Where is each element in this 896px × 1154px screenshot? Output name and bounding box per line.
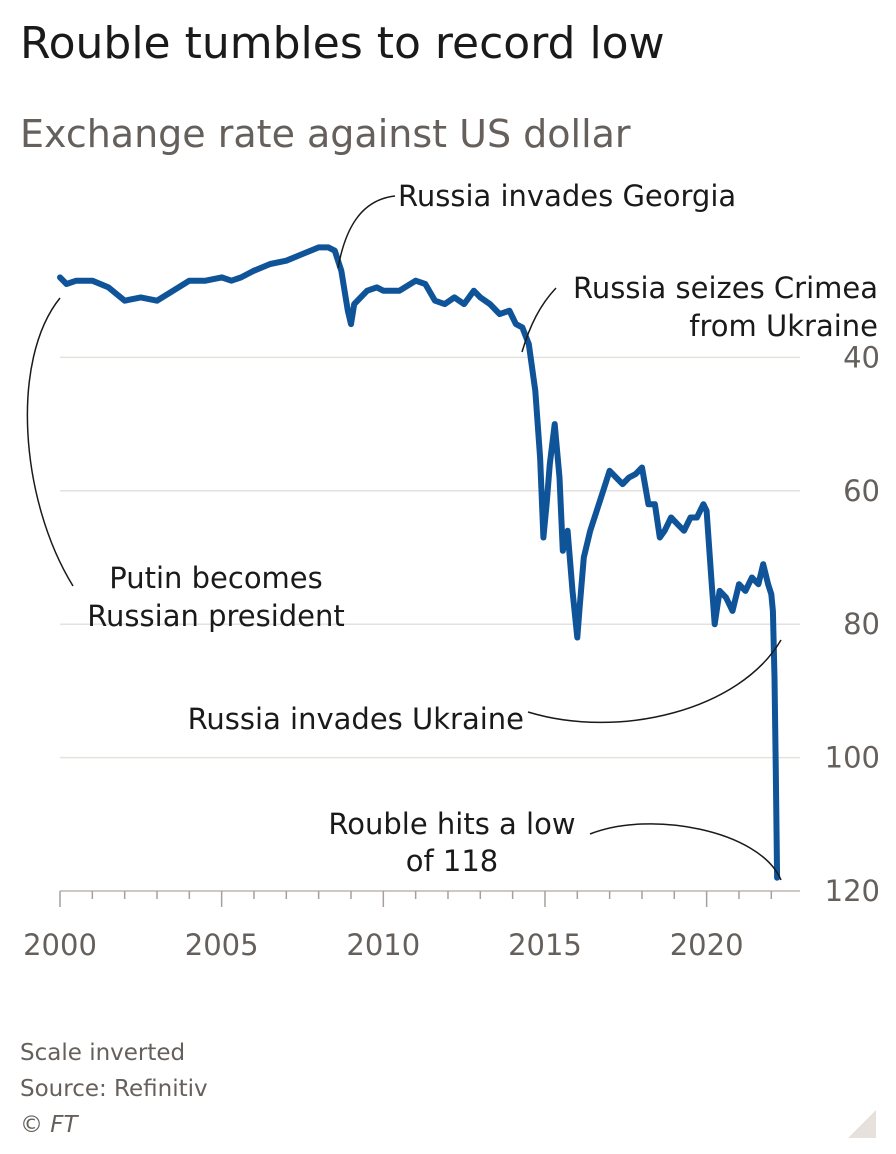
x-tick-label: 2000 bbox=[23, 928, 97, 962]
leader-ukraine bbox=[527, 639, 782, 724]
y-tick-label: 100 bbox=[825, 741, 880, 775]
chart-subtitle: Exchange rate against US dollar bbox=[20, 112, 631, 156]
annotation-putin: Putin becomes bbox=[109, 561, 323, 595]
scale-note: Scale inverted bbox=[20, 1040, 186, 1066]
y-tick-label: 80 bbox=[843, 607, 880, 641]
annotation-low: Rouble hits a low bbox=[328, 807, 575, 841]
ft-credit: © FT bbox=[20, 1112, 78, 1138]
annotation-crimea: Russia seizes Crimea bbox=[573, 271, 878, 305]
annotation-low: of 118 bbox=[406, 844, 499, 878]
annotation-crimea: from Ukraine bbox=[689, 309, 878, 343]
leader-crimea bbox=[521, 287, 557, 353]
leader-putin bbox=[26, 297, 74, 587]
y-tick-label: 60 bbox=[843, 474, 880, 508]
annotation-putin: Russian president bbox=[87, 599, 345, 633]
x-tick-label: 2020 bbox=[670, 928, 744, 962]
series-line bbox=[57, 244, 781, 881]
x-tick-label: 2015 bbox=[508, 928, 582, 962]
x-tick-label: 2010 bbox=[346, 928, 420, 962]
chart-title: Rouble tumbles to record low bbox=[20, 18, 665, 69]
annotation-georgia: Russia invades Georgia bbox=[398, 179, 736, 213]
leader-low bbox=[589, 823, 782, 881]
source-note: Source: Refinitiv bbox=[20, 1076, 208, 1102]
annotation-ukraine: Russia invades Ukraine bbox=[188, 702, 524, 736]
y-tick-label: 120 bbox=[825, 874, 880, 908]
x-tick-label: 2005 bbox=[185, 928, 259, 962]
leader-georgia bbox=[337, 195, 396, 269]
y-tick-label: 40 bbox=[843, 340, 880, 374]
resize-corner-icon bbox=[848, 1110, 876, 1138]
